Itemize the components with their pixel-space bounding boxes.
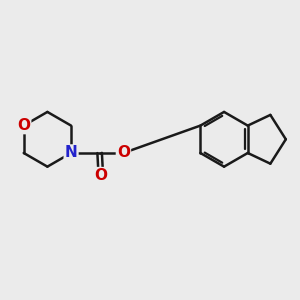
Text: O: O <box>94 168 107 183</box>
Text: O: O <box>117 146 130 160</box>
Text: N: N <box>65 146 77 160</box>
Text: O: O <box>17 118 30 133</box>
